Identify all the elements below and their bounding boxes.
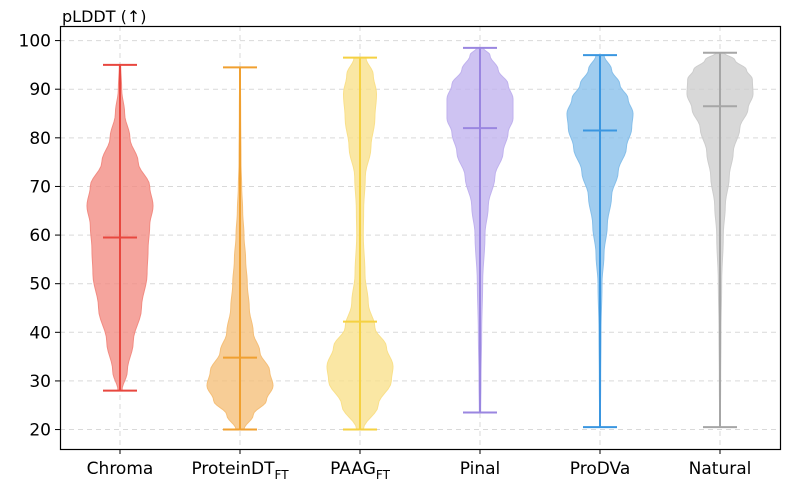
x-tick-label: PAAGFT [330, 459, 390, 482]
violin-chroma [86, 63, 154, 392]
y-tick-label: 40 [29, 323, 51, 343]
grid-lines [60, 26, 780, 449]
x-tick-label: ProteinDTFT [191, 459, 289, 482]
x-tick-label: Pinal [460, 459, 501, 479]
y-tick-label: 30 [29, 372, 51, 392]
violin-pinal [446, 46, 514, 414]
violins [86, 46, 754, 431]
y-axis: 20 30 40 50 60 70 80 90 100 [19, 32, 60, 441]
y-tick-label: 70 [29, 177, 51, 197]
x-tick-label: Natural [689, 459, 752, 479]
y-axis-label: pLDDT (↑) [62, 7, 146, 26]
y-tick-label: 90 [29, 80, 51, 100]
y-tick-label: 100 [19, 32, 51, 52]
x-tick-label: ProDVa [570, 459, 631, 479]
violin-proteindt [206, 66, 274, 431]
plot-frame [59, 25, 782, 451]
x-axis: Chroma ProteinDTFT PAAGFT Pinal ProDVa Natura… [87, 449, 752, 482]
x-tick-label: Chroma [87, 459, 154, 479]
y-tick-label: 50 [29, 275, 51, 295]
violin-natural [686, 51, 754, 429]
y-tick-label: 20 [29, 421, 51, 441]
violin-prodva [566, 54, 634, 429]
y-tick-label: 80 [29, 129, 51, 149]
violin-paag [326, 56, 394, 431]
y-tick-label: 60 [29, 226, 51, 246]
